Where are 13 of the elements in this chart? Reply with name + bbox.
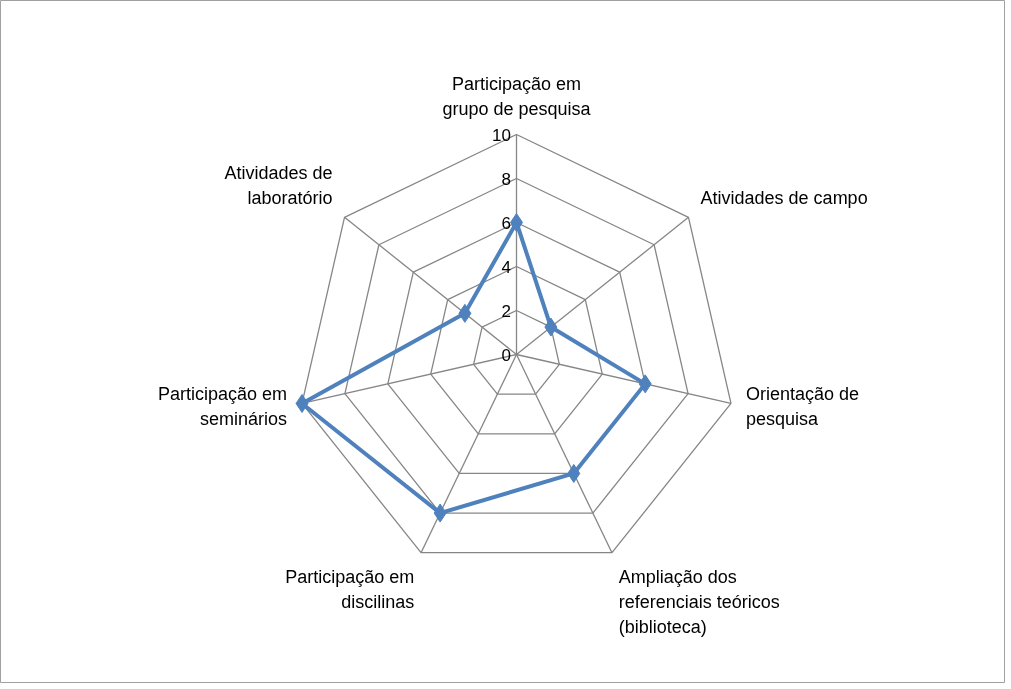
y-tick-label: 0 xyxy=(501,345,512,365)
spoke-label: Orientação de pesquisa xyxy=(746,384,860,430)
y-tick-label: 6 xyxy=(501,213,512,233)
spoke-label: Participação em discilinas xyxy=(285,566,415,612)
y-tick-label: 4 xyxy=(501,257,512,277)
spoke-label: Atividades de laboratório xyxy=(224,162,333,208)
spoke-label: Participação em grupo de pesquisa xyxy=(442,74,592,120)
spoke-label: Atividades de campo xyxy=(700,187,868,208)
y-tick-label: 10 xyxy=(492,125,512,145)
y-tick-label: 2 xyxy=(501,301,512,321)
y-tick-label: 8 xyxy=(501,169,512,189)
spoke-label: Participação em seminários xyxy=(157,384,288,430)
spoke-label: Ampliação dos referenciais teóricos (biblioteca) xyxy=(618,566,780,637)
